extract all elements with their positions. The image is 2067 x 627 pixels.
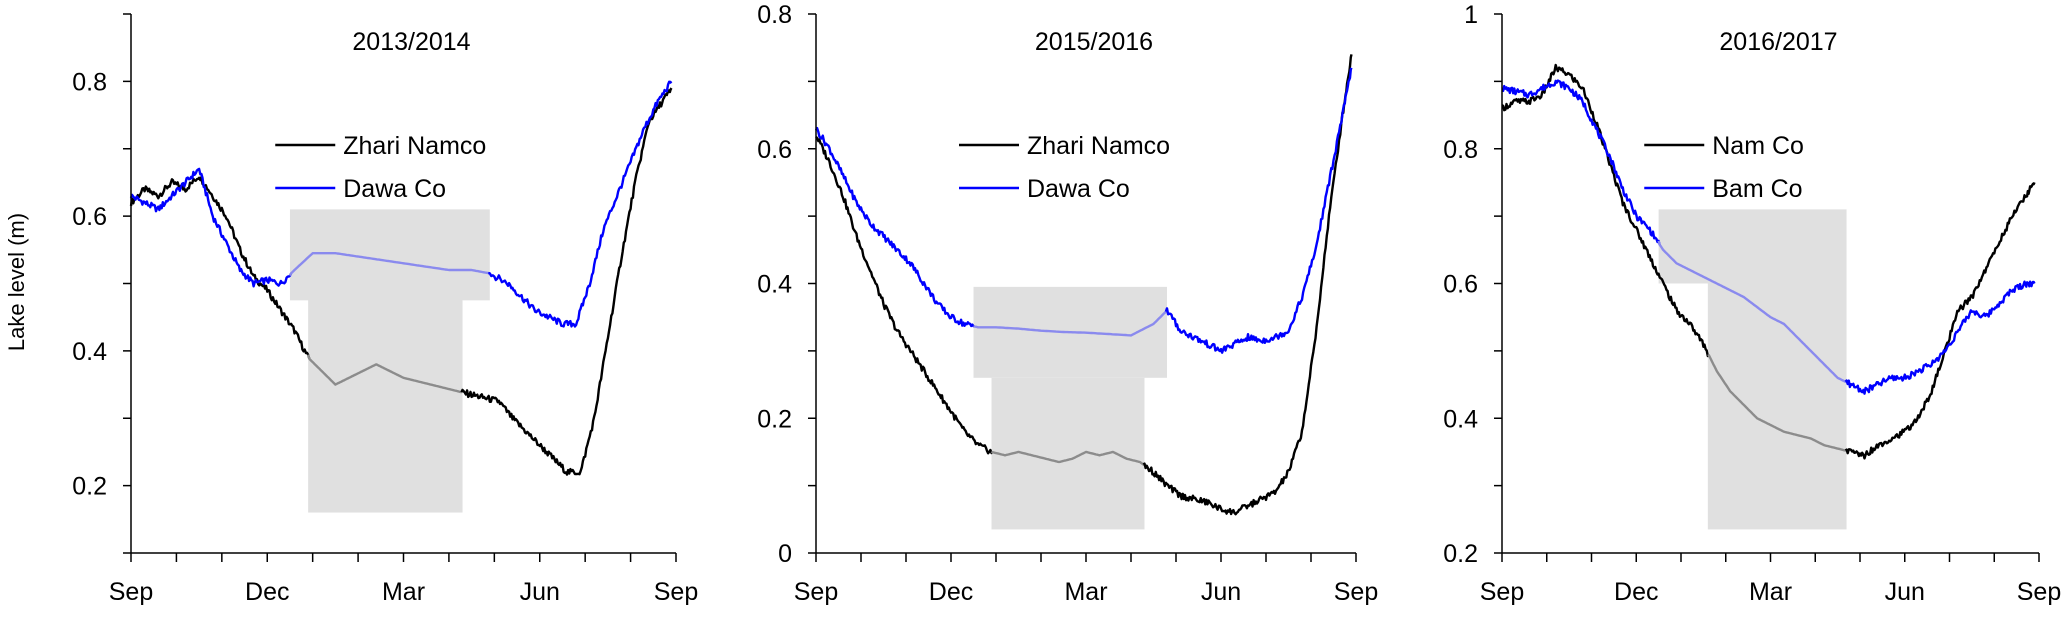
series-line-dawa-co-0 — [129, 167, 293, 288]
series-line-bam-co-0 — [1501, 79, 1661, 246]
x-tick-label: Dec — [929, 578, 973, 606]
series-line-dawa-co-1 — [973, 308, 1169, 337]
series-line-nam-co-2 — [1844, 181, 2036, 460]
x-tick-label: Jun — [520, 578, 560, 606]
x-tick-label: Sep — [2017, 578, 2061, 606]
gap-shade-2 — [289, 209, 490, 301]
x-tick-label: Mar — [382, 578, 425, 606]
x-tick-label: Sep — [794, 578, 838, 606]
legend-label-1: Zhari Namco — [1027, 132, 1170, 160]
y-tick-label: 1 — [1464, 1, 1478, 29]
legend-label-1: Nam Co — [1712, 132, 1804, 160]
chart-panel-1: 0.2 0.4 0.6 0.8 Sep Dec Mar Jun Sep 2013/2014 Zhar… — [72, 13, 698, 606]
legend-label-2: Dawa Co — [343, 175, 446, 203]
y-tick-label: 0.6 — [757, 136, 792, 164]
panel-title: 2013/2014 — [352, 28, 470, 56]
y-tick-label: 0.2 — [1443, 540, 1478, 568]
panel-title: 2015/2016 — [1035, 28, 1153, 56]
y-tick-label: 0.2 — [72, 473, 107, 501]
gap-shade-1 — [308, 296, 463, 513]
y-tick-label: 0.8 — [757, 1, 792, 29]
y-tick-label: 0.6 — [1443, 271, 1478, 299]
x-tick-label: Sep — [109, 578, 153, 606]
x-tick-label: Jun — [1885, 578, 1925, 606]
gap-shade-2 — [1658, 209, 1847, 284]
series-line-dawa-co-2 — [488, 80, 673, 328]
y-tick-label: 0.6 — [72, 203, 107, 231]
y-tick-label: 0.8 — [72, 68, 107, 96]
y-tick-label: 0.8 — [1443, 136, 1478, 164]
y-tick-label: 0.4 — [72, 338, 107, 366]
x-tick-label: Mar — [1064, 578, 1107, 606]
x-tick-label: Sep — [654, 578, 698, 606]
series-line-zhari-namco-1 — [306, 354, 464, 394]
x-tick-label: Sep — [1334, 578, 1378, 606]
y-tick-label: 0.2 — [757, 405, 792, 433]
series-line-dawa-co-0 — [814, 126, 975, 328]
panel-title: 2016/2017 — [1719, 28, 1837, 56]
series-line-zhari-namco-0 — [815, 135, 994, 455]
series-line-zhari-namco-2 — [460, 87, 673, 476]
series-line-bam-co-1 — [1657, 240, 1848, 383]
y-axis-label: Lake level (m) — [4, 213, 29, 351]
series-line-dawa-co-1 — [288, 252, 490, 277]
x-tick-label: Jun — [1201, 578, 1241, 606]
series-line-zhari-namco-0 — [129, 175, 311, 360]
series-line-dawa-co-2 — [1164, 67, 1353, 354]
series-line-zhari-namco-1 — [990, 450, 1146, 466]
legend-label-2: Dawa Co — [1027, 175, 1130, 203]
x-tick-label: Sep — [1480, 578, 1524, 606]
x-tick-label: Mar — [1749, 578, 1792, 606]
y-tick-label: 0.4 — [757, 271, 792, 299]
y-tick-label: 0.4 — [1443, 405, 1478, 433]
x-tick-label: Dec — [245, 578, 289, 606]
legend-label-2: Bam Co — [1712, 175, 1802, 203]
chart-panel-2: 0 0.2 0.4 0.6 0.8 Sep Dec Mar Jun Sep 2015/2016 Zha… — [757, 1, 1378, 606]
series-line-bam-co-2 — [1844, 280, 2036, 395]
chart-panels: 0.2 0.4 0.6 0.8 Sep Dec Mar Jun Sep 2013/2014 Zhar… — [72, 1, 2061, 606]
series-line-zhari-namco-2 — [1142, 54, 1353, 516]
gap-shade-1 — [1707, 283, 1847, 530]
series-line-nam-co-1 — [1707, 354, 1848, 452]
y-tick-label: 0 — [778, 540, 792, 568]
chart-panel-3: 0.2 0.4 0.6 0.8 1 Sep Dec Mar Jun Sep 2016/2017 Nam… — [1443, 1, 2061, 606]
legend-label-1: Zhari Namco — [343, 132, 486, 160]
x-tick-label: Dec — [1614, 578, 1658, 606]
